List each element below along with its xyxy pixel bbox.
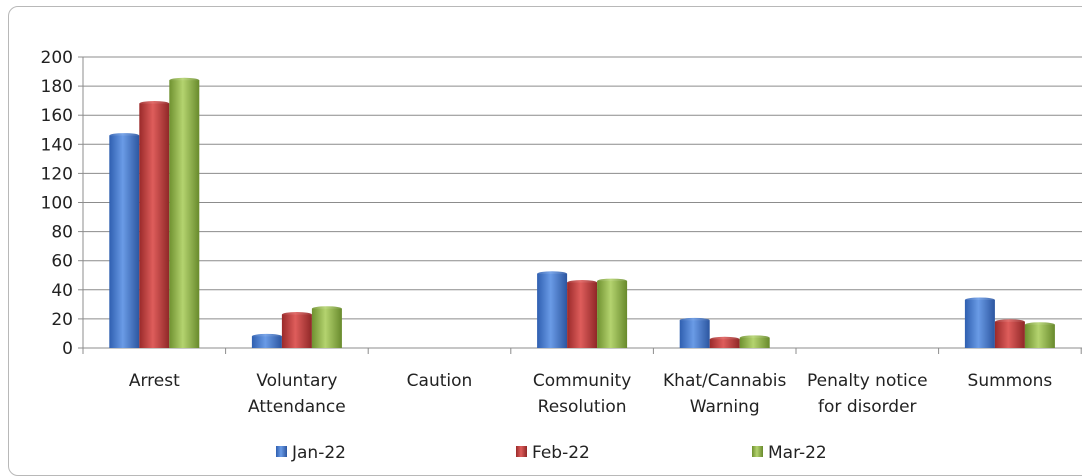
- legend-swatch-mar-22: [752, 446, 763, 457]
- y-tick-label: 160: [41, 106, 73, 126]
- axes: 0 20 40 60 80 100 120 140 160 180 200: [41, 48, 1082, 359]
- bar-top-cap: [709, 336, 740, 342]
- bar-top-cap: [109, 133, 140, 139]
- bar-top-cap: [964, 297, 995, 303]
- bar-mar-22: [311, 308, 342, 348]
- category-label: Khat/Cannabis: [663, 371, 787, 391]
- category-label: Arrest: [129, 371, 180, 391]
- bar-feb-22: [709, 339, 740, 348]
- bar-feb-22: [567, 282, 598, 348]
- category-label: Penalty notice: [807, 371, 928, 391]
- category-label: Summons: [968, 371, 1053, 391]
- y-tick-label: 100: [41, 194, 73, 214]
- bar-mar-22: [597, 281, 628, 348]
- y-tick-label: 80: [51, 223, 73, 243]
- y-tick-label: 40: [51, 281, 73, 301]
- y-tick-label: 120: [41, 164, 73, 184]
- bar-feb-22: [994, 321, 1025, 348]
- bar-top-cap: [281, 312, 312, 318]
- category-label: Voluntary: [256, 371, 337, 391]
- bar-top-cap: [739, 335, 770, 341]
- bar-top-cap: [169, 77, 200, 83]
- bar-jan-22: [251, 336, 282, 348]
- bar-top-cap: [251, 333, 282, 339]
- category-labels: Arrest Voluntary Attendance Caution Communit…: [129, 371, 1053, 417]
- bar-top-cap: [139, 101, 170, 107]
- bar-top-cap: [1024, 322, 1055, 328]
- bar-jan-22: [109, 135, 140, 348]
- bar-jan-22: [537, 273, 568, 348]
- bar-mar-22: [169, 80, 200, 348]
- legend-label: Jan-22: [291, 443, 346, 463]
- category-label: Warning: [690, 397, 760, 417]
- bar-top-cap: [597, 278, 628, 284]
- y-tick-label: 0: [62, 339, 73, 359]
- legend: Jan-22 Feb-22 Mar-22: [276, 443, 827, 463]
- bar-top-cap: [679, 317, 710, 323]
- grid-lines: [83, 56, 1082, 320]
- bar-top-cap: [311, 306, 342, 312]
- legend-swatch-feb-22: [516, 446, 527, 457]
- bar-top-cap: [994, 319, 1025, 325]
- category-label: Attendance: [248, 397, 346, 417]
- category-label: for disorder: [818, 397, 916, 417]
- bar-feb-22: [139, 103, 170, 348]
- legend-label: Feb-22: [532, 443, 590, 463]
- bar-top-cap: [537, 271, 568, 277]
- bar-mar-22: [1024, 324, 1055, 348]
- y-tick-label: 60: [51, 252, 73, 272]
- bar-jan-22: [964, 299, 995, 348]
- legend-swatch-jan-22: [276, 446, 287, 457]
- legend-label: Mar-22: [768, 443, 827, 463]
- y-tick-label: 20: [51, 310, 73, 330]
- y-tick-label: 200: [41, 48, 73, 68]
- bar-feb-22: [281, 314, 312, 348]
- bar-top-cap: [567, 280, 598, 286]
- y-tick-label: 180: [41, 77, 73, 97]
- bar-mar-22: [739, 337, 770, 348]
- bars: [109, 77, 1055, 348]
- category-label: Resolution: [538, 397, 627, 417]
- category-label: Community: [533, 371, 631, 391]
- y-tick-label: 140: [41, 135, 73, 155]
- category-label: Caution: [407, 371, 473, 391]
- bar-jan-22: [679, 320, 710, 348]
